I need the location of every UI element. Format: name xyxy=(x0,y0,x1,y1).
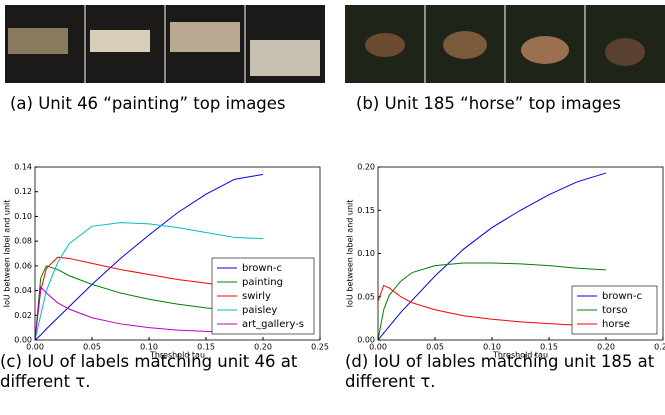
image-strip-a xyxy=(5,5,325,83)
y-tick-label: 0.12 xyxy=(14,187,32,196)
y-axis-label: IoU between label and unit xyxy=(3,200,12,308)
x-tick-label: 0.00 xyxy=(26,343,44,352)
y-tick-label: 0.10 xyxy=(357,249,375,258)
y-tick-label: 0.15 xyxy=(357,206,375,215)
y-tick-label: 0.00 xyxy=(14,336,32,345)
x-tick-label: 0.00 xyxy=(369,343,387,352)
caption: (a) Unit 46 “painting” top images xyxy=(10,94,286,113)
series-line xyxy=(377,172,607,341)
legend-label: horse xyxy=(602,319,630,330)
series-line xyxy=(377,262,607,341)
legend-label: swirly xyxy=(242,291,271,302)
x-tick-label: 0.25 xyxy=(311,343,329,352)
y-tick-label: 0.14 xyxy=(14,163,32,172)
series-line xyxy=(377,284,607,327)
x-tick-label: 0.10 xyxy=(483,343,501,352)
y-tick-label: 0.00 xyxy=(357,336,375,345)
caption: (d) IoU of lables matching unit 185 at d… xyxy=(345,352,655,391)
y-tick-label: 0.05 xyxy=(357,292,375,301)
legend-label: art_gallery-s xyxy=(242,319,304,330)
y-tick-label: 0.10 xyxy=(14,212,32,221)
x-tick-label: 0.10 xyxy=(140,343,158,352)
series-line xyxy=(34,256,264,341)
x-tick-label: 0.25 xyxy=(654,343,665,352)
legend-label: painting xyxy=(242,277,283,288)
caption: (c) IoU of labels matching unit 46 at di… xyxy=(0,352,298,391)
x-tick-label: 0.05 xyxy=(426,343,444,352)
series-line xyxy=(34,222,264,341)
legend-label: brown-c xyxy=(242,263,282,274)
plot-frame xyxy=(377,166,664,341)
series-line xyxy=(34,265,264,341)
series-line xyxy=(34,285,263,341)
y-tick-label: 0.20 xyxy=(357,163,375,172)
y-tick-label: 0.06 xyxy=(14,261,32,270)
x-tick-label: 0.15 xyxy=(540,343,558,352)
x-tick-label: 0.05 xyxy=(83,343,101,352)
legend-label: torso xyxy=(602,305,627,316)
y-tick-label: 0.02 xyxy=(14,311,32,320)
x-axis-label: Threshold tau xyxy=(149,351,205,360)
x-tick-label: 0.15 xyxy=(197,343,215,352)
y-tick-label: 0.04 xyxy=(14,286,32,295)
plot-frame xyxy=(34,166,321,341)
x-tick-label: 0.20 xyxy=(254,343,272,352)
image-strip-b xyxy=(345,5,665,83)
y-tick-label: 0.08 xyxy=(14,237,32,246)
x-axis-label: Threshold tau xyxy=(492,351,548,360)
legend-label: brown-c xyxy=(602,291,642,302)
legend-label: paisley xyxy=(242,305,277,316)
x-tick-label: 0.20 xyxy=(597,343,615,352)
caption: (b) Unit 185 “horse” top images xyxy=(356,94,621,113)
y-axis-label: IoU between label and unit xyxy=(346,200,355,308)
series-line xyxy=(34,173,264,341)
